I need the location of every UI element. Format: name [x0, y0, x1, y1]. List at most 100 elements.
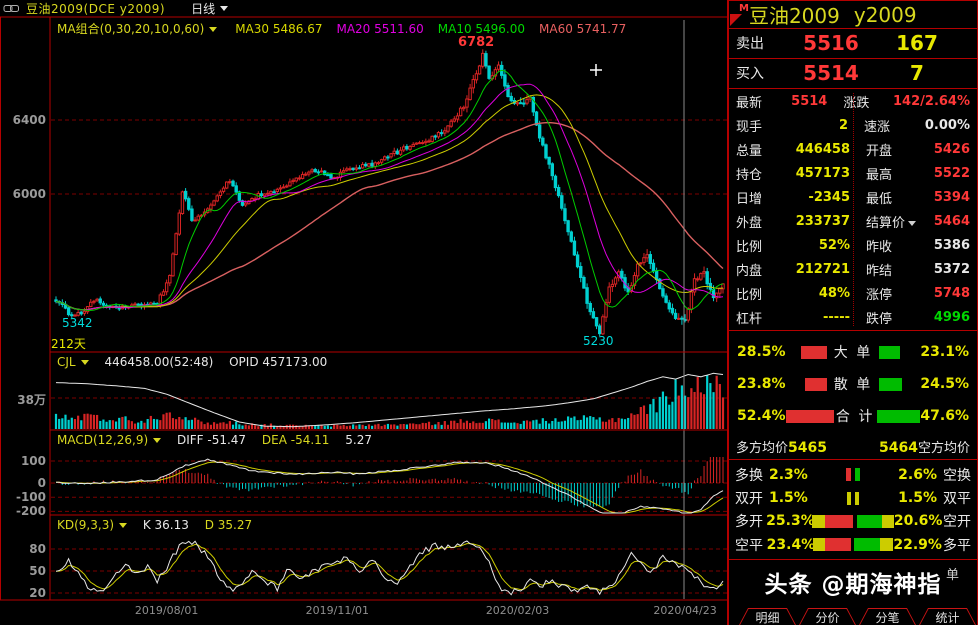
quote-label: 涨停 — [866, 288, 893, 303]
x-tick-label: 2019/08/01 — [134, 604, 199, 617]
y-tick-label: -200 — [15, 504, 46, 519]
quote-value: 48% — [818, 286, 850, 301]
chevron-down-icon — [209, 26, 218, 32]
pos-label: 多开 — [735, 514, 763, 531]
macd-indicator-selector[interactable]: MACD(12,26,9) — [57, 433, 149, 447]
quote-row-4: 日增 -2345 最低 5394 — [729, 186, 977, 210]
short-avg-value: 5464 — [879, 440, 918, 457]
tab-label: 分价 — [800, 609, 855, 625]
y-tick-label: 6400 — [12, 113, 46, 127]
chevron-down-icon — [119, 522, 128, 528]
quote-label: 总量 — [736, 144, 763, 160]
bottom-area: 单 头条 @期海神指 — [729, 560, 977, 607]
obscured-text: 单 — [945, 568, 959, 584]
buy-pct: 52.4% — [737, 408, 786, 425]
y-tick-label: 20 — [29, 585, 46, 600]
quote-value: 5386 — [933, 238, 970, 254]
bottom-low-label: 5230 — [583, 334, 614, 348]
position-stat-row-0: 多换 2.3% 2.6% 空换 — [729, 464, 977, 486]
order-size-stats: 28.5% 大 单 23.1% 23.8% 散 单 24.5% 52.4% 合 计 47.6% — [729, 331, 977, 435]
bid-row[interactable]: 买入 5514 7 — [729, 59, 977, 89]
macd-hist-value: 5.27 — [345, 433, 372, 447]
tab-label: 统计 — [920, 609, 975, 625]
quote-value: 446458 — [795, 142, 850, 158]
chevron-down-icon — [80, 359, 89, 365]
ratio-bar-segment — [856, 514, 882, 528]
tab-分笔[interactable]: 分笔 — [859, 608, 916, 625]
pos-pct: 1.5% — [898, 490, 937, 506]
ma-value-1: MA20 5511.60 — [336, 22, 424, 36]
buy-bar — [800, 345, 827, 359]
ask-row[interactable]: 卖出 5516 167 — [729, 29, 977, 59]
corner-marker-icon — [730, 14, 742, 26]
ratio-bar-segment — [812, 538, 825, 552]
ask-size: 167 — [896, 31, 938, 56]
ratio-bar-segment — [825, 514, 854, 528]
pos-pct: 23.4% — [766, 536, 816, 553]
quote-value: 5372 — [933, 262, 970, 278]
position-stat-row-1: 双开 1.5% 1.5% 双平 — [729, 487, 977, 509]
ask-price: 5516 — [803, 31, 859, 56]
pos-label: 双平 — [943, 491, 971, 507]
quote-label[interactable]: 结算价 — [856, 212, 928, 231]
buy-pct: 28.5% — [737, 344, 786, 361]
ma-value-3: MA60 5741.77 — [539, 22, 627, 36]
peak-price-label: 6782 — [458, 35, 495, 50]
period-selector[interactable]: 日线 — [191, 2, 216, 16]
pos-label: 多平 — [943, 537, 971, 554]
order-type-label: 合 计 — [835, 409, 875, 426]
quote-label: 现手 — [736, 120, 763, 136]
sell-pct: 23.1% — [920, 344, 969, 361]
kd-header: KD(9,3,3) K 36.13 D 35.27 — [57, 518, 252, 532]
quote-label: 外盘 — [736, 216, 763, 232]
quote-row-0: 最新 5514 涨跌 142/2.64% — [729, 90, 977, 114]
order-stat-row-2: 52.4% 合 计 47.6% — [729, 402, 977, 430]
macd-header: MACD(12,26,9) DIFF -51.47 DEA -54.11 5.2… — [57, 433, 372, 447]
quote-value: 0.00% — [924, 118, 970, 134]
ma-settings[interactable]: MA组合(0,30,20,10,0,60) — [57, 22, 205, 36]
kd-d-value: D 35.27 — [204, 518, 253, 532]
symbol-title[interactable]: 豆油2009(DCE y2009) — [26, 2, 166, 16]
kd-indicator-selector[interactable]: KD(9,3,3) — [57, 518, 115, 532]
tab-统计[interactable]: 统计 — [919, 608, 976, 625]
y-tick-label: 100 — [20, 454, 46, 468]
x-tick-label: 2019/11/01 — [305, 604, 370, 617]
order-stat-row-1: 23.8% 散 单 24.5% — [729, 370, 977, 398]
quote-value: 5514 — [791, 94, 828, 110]
ask-label: 卖出 — [736, 36, 764, 53]
ratio-bar-segment — [824, 538, 851, 552]
cjl-header: CJL 446458.00(52:48) OPID 457173.00 — [57, 355, 327, 369]
quote-label: 昨结 — [866, 264, 893, 280]
watermark: 头条 @期海神指 — [764, 572, 942, 599]
tab-明细[interactable]: 明细 — [739, 608, 796, 625]
long-avg-label: 多方均价 — [736, 441, 789, 457]
cjl-indicator-selector[interactable]: CJL — [57, 355, 76, 369]
quote-grid: 最新 5514 涨跌 142/2.64% 现手 2 速涨 0.00% 总量 446458 开盘 542… — [729, 89, 977, 331]
quote-value: 2 — [838, 118, 848, 134]
short-avg-label: 空方均价 — [917, 441, 970, 457]
sell-pct: 24.5% — [920, 376, 969, 393]
x-axis-labels: 2019/08/01 2019/11/01 2020/02/03 2020/04/23 — [0, 604, 728, 622]
ratio-bar-segment — [880, 538, 894, 552]
x-tick-label: 2020/02/03 — [485, 604, 550, 617]
bid-label: 买入 — [736, 66, 764, 83]
bid-price: 5514 — [803, 61, 859, 86]
quote-label: 日增 — [736, 192, 763, 208]
tab-分价[interactable]: 分价 — [799, 608, 856, 625]
sell-bar — [876, 409, 921, 423]
day-count-label: 212天 — [51, 337, 86, 351]
pos-label: 空换 — [943, 467, 971, 484]
column-divider — [853, 92, 854, 326]
link-icon[interactable] — [3, 3, 20, 14]
position-stat-row-3: 空平 23.4% 22.9% 多平 — [729, 534, 977, 556]
cjl-value: 446458.00(52:48) — [104, 355, 214, 369]
quote-label: 杠杆 — [736, 311, 763, 327]
ma-header: MA组合(0,30,20,10,0,60) MA30 5486.67 MA20 5… — [57, 20, 626, 37]
ratio-bar-segment — [855, 491, 859, 505]
quote-label: 比例 — [736, 240, 763, 256]
y-tick-label: 6000 — [12, 187, 46, 201]
pos-label: 多换 — [735, 467, 763, 484]
contract-title[interactable]: M 豆油2009 y2009 — [729, 1, 977, 29]
